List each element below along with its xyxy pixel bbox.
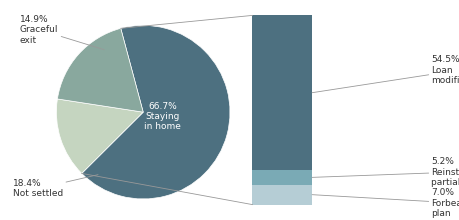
Text: 66.7%
Staying
in home: 66.7% Staying in home [144, 102, 181, 131]
Wedge shape [82, 25, 230, 199]
Text: 5.2%
Reinstatement/
partial claim: 5.2% Reinstatement/ partial claim [312, 157, 459, 187]
Text: 7.0%
Forbearance
plan: 7.0% Forbearance plan [312, 188, 459, 218]
Wedge shape [56, 99, 143, 173]
Text: 18.4%
Not settled: 18.4% Not settled [13, 175, 98, 198]
Bar [252, 185, 312, 205]
Wedge shape [57, 28, 143, 112]
Bar [252, 15, 312, 170]
Bar [252, 170, 312, 185]
Text: 14.9%
Graceful
exit: 14.9% Graceful exit [20, 15, 104, 50]
Text: 54.5%
Loan
modification: 54.5% Loan modification [312, 55, 459, 93]
